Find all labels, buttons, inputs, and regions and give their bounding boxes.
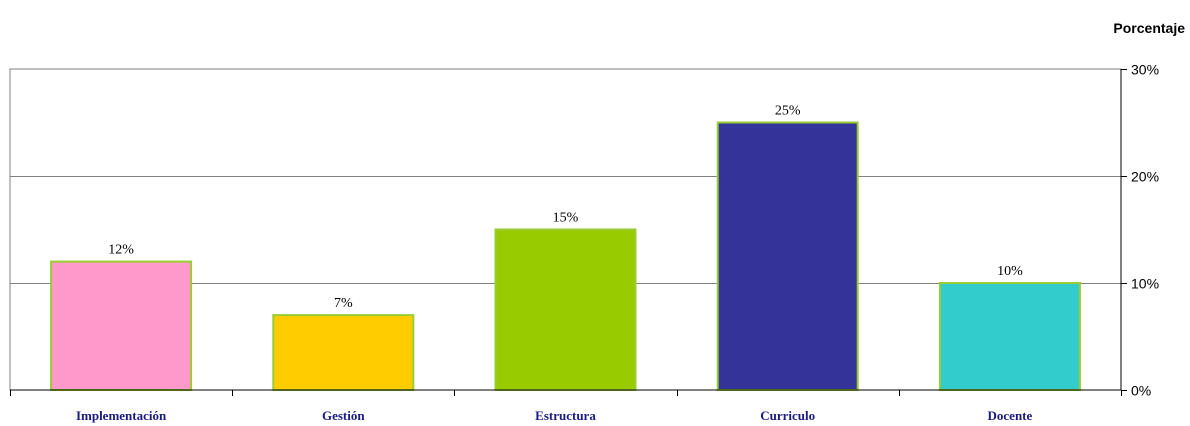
category-label: Curriculo bbox=[760, 408, 815, 423]
category-label: Implementación bbox=[76, 408, 167, 423]
data-label: 25% bbox=[775, 104, 801, 119]
y-axis-title: Porcentaje bbox=[1113, 20, 1185, 36]
category-label: Docente bbox=[988, 408, 1033, 423]
y-tick-label: 0% bbox=[1131, 383, 1151, 399]
category-label: Estructura bbox=[535, 408, 596, 423]
bar bbox=[716, 121, 859, 391]
y-tick-label: 20% bbox=[1131, 169, 1159, 185]
y-tick-label: 10% bbox=[1131, 276, 1159, 292]
data-label: 10% bbox=[997, 264, 1023, 279]
x-axis-ticks bbox=[10, 390, 1122, 396]
data-label: 15% bbox=[553, 211, 579, 226]
y-tick-label: 30% bbox=[1131, 62, 1159, 78]
data-label: 12% bbox=[108, 243, 134, 258]
bars bbox=[50, 121, 1081, 392]
bar bbox=[50, 260, 193, 391]
bar bbox=[494, 228, 637, 391]
y-axis-ticks: 0% 10% 20% 30% bbox=[1121, 62, 1159, 399]
data-labels: 12% 7% 15% 25% 10% bbox=[108, 104, 1023, 312]
bar bbox=[938, 282, 1081, 391]
category-labels: Implementación Gestión Estructura Curriculo… bbox=[76, 408, 1033, 423]
category-label: Gestión bbox=[322, 408, 365, 423]
bar bbox=[272, 314, 415, 392]
data-label: 7% bbox=[334, 296, 353, 311]
